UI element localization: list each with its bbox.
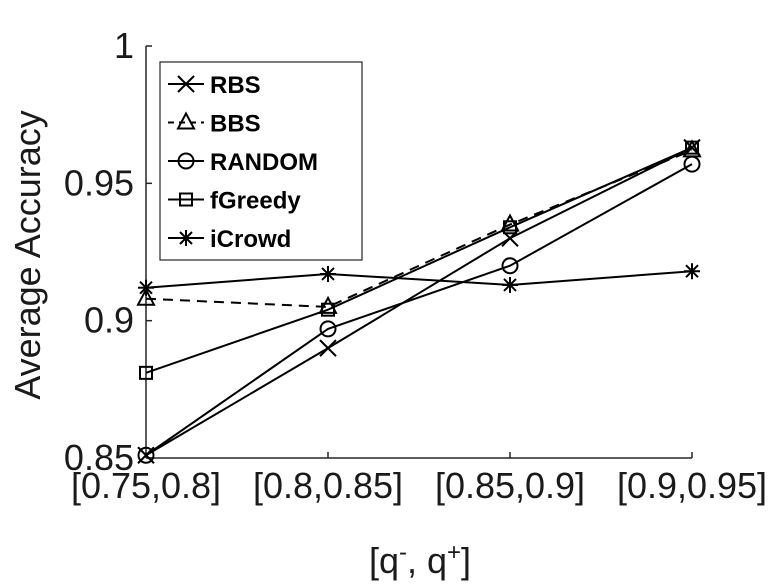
legend-label-random: RANDOM: [210, 149, 318, 176]
legend-label-icrowd: iCrowd: [210, 226, 291, 253]
legend-label-fgreedy: fGreedy: [210, 188, 301, 215]
y-tick-label: 1: [114, 25, 134, 66]
axes: 0.85 0.9 0.95 1 [0.75,0.8] [0.8,0.85] [0.85,0.…: [64, 25, 767, 506]
data-point-random: [319, 320, 337, 338]
y-tick-label: 0.9: [84, 300, 134, 341]
series-line-icrowd: [145, 270, 693, 289]
legend-marker-fgreedy: [179, 192, 193, 207]
data-point-icrowd: [138, 279, 154, 296]
y-tick-label: 0.95: [64, 162, 134, 203]
x-axis-label-close: ]: [461, 540, 471, 581]
x-tick-label: [0.85,0.9]: [435, 465, 585, 506]
data-point-bbs: [136, 287, 156, 306]
series-line-random: [145, 163, 693, 457]
y-tick-label: 0.85: [64, 437, 134, 478]
x-axis-label-open: [q: [369, 540, 399, 581]
x-axis-label: [q-, q+]: [369, 539, 471, 582]
data-point-fgreedy: [685, 140, 699, 155]
x-tick-label: [0.8,0.85]: [253, 465, 403, 506]
legend-marker-random: [177, 152, 195, 170]
data-point-fgreedy: [139, 365, 153, 380]
x-axis-label-mid: , q: [407, 540, 447, 581]
legend-label-rbs: RBS: [210, 72, 261, 99]
x-tick-label: [0.75,0.8]: [71, 465, 221, 506]
data-point-bbs: [500, 213, 520, 232]
data-point-icrowd: [320, 265, 336, 282]
legend-label-bbs: BBS: [210, 111, 261, 138]
legend: RBS BBS RANDOM fGreedy iCrowd: [159, 61, 363, 261]
x-tick-label: [0.9,0.95]: [617, 465, 767, 506]
legend-marker-icrowd: [178, 230, 194, 246]
legend-marker-rbs: [177, 75, 195, 93]
data-point-rbs: [319, 339, 337, 357]
data-point-icrowd: [684, 263, 700, 280]
data-point-random: [501, 257, 519, 275]
data-point-bbs: [318, 295, 338, 314]
series-line-fgreedy: [145, 146, 693, 374]
data-point-random: [137, 446, 155, 464]
x-axis-label-plus-sup: +: [447, 539, 461, 566]
data-point-icrowd: [502, 276, 518, 293]
legend-marker-bbs: [176, 111, 196, 130]
data-point-fgreedy: [503, 220, 517, 235]
y-axis-label: Average Accuracy: [7, 110, 48, 400]
x-axis-label-minus-sup: -: [399, 539, 407, 566]
data-point-random: [683, 155, 701, 173]
data-point-fgreedy: [321, 302, 335, 317]
series-line-rbs: [145, 146, 693, 457]
series-layer: [136, 138, 702, 464]
